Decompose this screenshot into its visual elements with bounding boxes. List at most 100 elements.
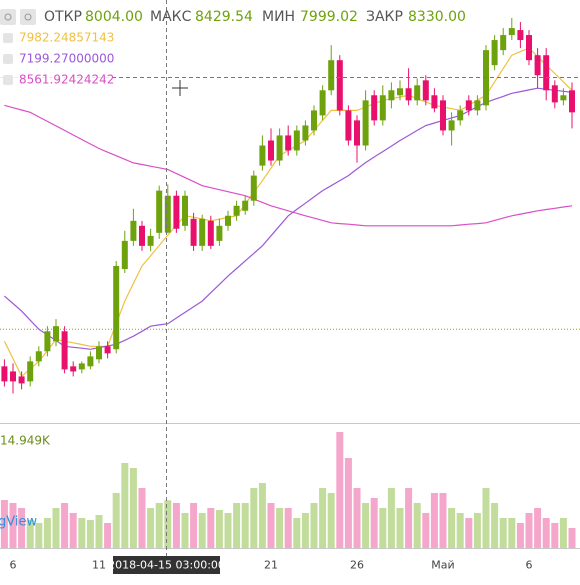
candle-body — [104, 346, 111, 354]
candle-body — [18, 376, 25, 384]
x-tick-label: 26 — [350, 559, 364, 572]
legend-icon — [3, 75, 13, 85]
candle-body — [199, 218, 206, 246]
candle-body — [457, 110, 464, 121]
volume-bar — [362, 502, 370, 548]
volume-bar — [405, 488, 413, 548]
legend-value: 7199.27000000 — [19, 52, 114, 66]
candle-body — [164, 195, 171, 233]
candle-body — [371, 95, 378, 121]
candle-body — [422, 80, 429, 101]
candle-body — [311, 110, 317, 131]
legend-box — [0, 71, 112, 89]
volume-bar — [310, 502, 318, 548]
volume-bar — [43, 518, 51, 548]
candle-body — [242, 200, 249, 211]
candle-body — [526, 35, 532, 61]
candle-body — [551, 85, 558, 103]
volume-bar — [516, 522, 524, 548]
volume-bar — [181, 512, 189, 548]
volume-bar — [258, 482, 266, 548]
x-tick-label: 6 — [526, 559, 533, 572]
readout-value: 8429.54 — [195, 9, 253, 25]
candle-body — [293, 130, 300, 151]
volume-bar — [121, 462, 129, 548]
volume-bar — [207, 508, 215, 548]
volume-bar — [164, 500, 172, 548]
readout-value: 8330.00 — [408, 9, 466, 25]
volume-bar — [370, 498, 378, 548]
readout-label: МАКС — [150, 9, 192, 25]
volume-bar — [241, 502, 249, 548]
crosshair-label: 2018-04-15 03:00:00 — [108, 559, 225, 572]
volume-bar — [448, 508, 456, 548]
candle-body — [302, 125, 309, 141]
candle-body — [44, 331, 51, 352]
candle-body — [147, 235, 154, 246]
icon — [4, 13, 12, 21]
volume-bar — [379, 508, 387, 548]
volume-bar — [319, 488, 327, 548]
volume-bar — [551, 522, 559, 548]
candle-body — [173, 195, 180, 229]
volume-bar — [18, 508, 26, 548]
candle-body — [431, 95, 438, 109]
candle-body — [397, 88, 403, 96]
candle-body — [268, 140, 274, 161]
volume-bar — [491, 502, 499, 548]
volume-bar — [508, 518, 516, 548]
icon-button[interactable] — [20, 9, 36, 25]
volume-bar — [456, 512, 464, 548]
candle-body — [27, 361, 34, 382]
volume-pane: 14.949K — [0, 431, 576, 548]
volume-bar — [396, 508, 404, 548]
readout-label: ОТКР — [44, 9, 82, 25]
volume-bar — [387, 488, 395, 548]
legend-box — [0, 50, 112, 68]
candle-body — [233, 205, 240, 216]
volume-bar — [26, 520, 34, 548]
volume-bar — [293, 518, 301, 548]
volume-bar — [138, 488, 146, 548]
legend: ОТКР 8004.00 МАКС 8429.54 МИН 7999.02 ЗАКР 8330… — [0, 9, 466, 89]
volume-bar — [86, 520, 94, 548]
volume-bar — [0, 500, 8, 548]
candle-body — [362, 100, 369, 146]
candle-body — [121, 240, 128, 270]
volume-bar — [224, 512, 232, 548]
volume-bar — [147, 508, 155, 548]
crosshair-label-box — [113, 556, 220, 574]
volume-bar — [439, 492, 447, 548]
icon-button[interactable] — [0, 9, 16, 25]
candle-body — [225, 215, 231, 226]
candle-body — [53, 326, 59, 342]
candle-body — [345, 110, 352, 141]
volume-bar — [198, 512, 206, 548]
legend-icon — [3, 54, 13, 64]
volume-bar — [568, 528, 576, 548]
candle-body — [10, 371, 16, 382]
candle-body — [448, 120, 455, 131]
volume-bar — [534, 508, 542, 548]
moving-average-line — [4, 104, 573, 227]
readout-label: ЗАКР — [366, 9, 403, 25]
candle-body — [379, 95, 386, 121]
legend-icon — [3, 33, 13, 43]
volume-bar — [190, 502, 198, 548]
candle-body — [405, 88, 412, 101]
candle-body — [216, 225, 223, 241]
candle-body — [474, 100, 481, 111]
volume-bar — [284, 508, 292, 548]
volume-bar — [172, 502, 180, 548]
x-tick-label: 6 — [10, 559, 17, 572]
icon — [24, 13, 32, 21]
volume-bar — [336, 431, 344, 548]
volume-bar — [104, 522, 112, 548]
volume-bar — [542, 518, 550, 548]
candle-body — [139, 225, 145, 246]
volume-readout: 14.949K — [0, 434, 51, 448]
candle-body — [285, 135, 292, 151]
candle-body — [388, 90, 395, 101]
